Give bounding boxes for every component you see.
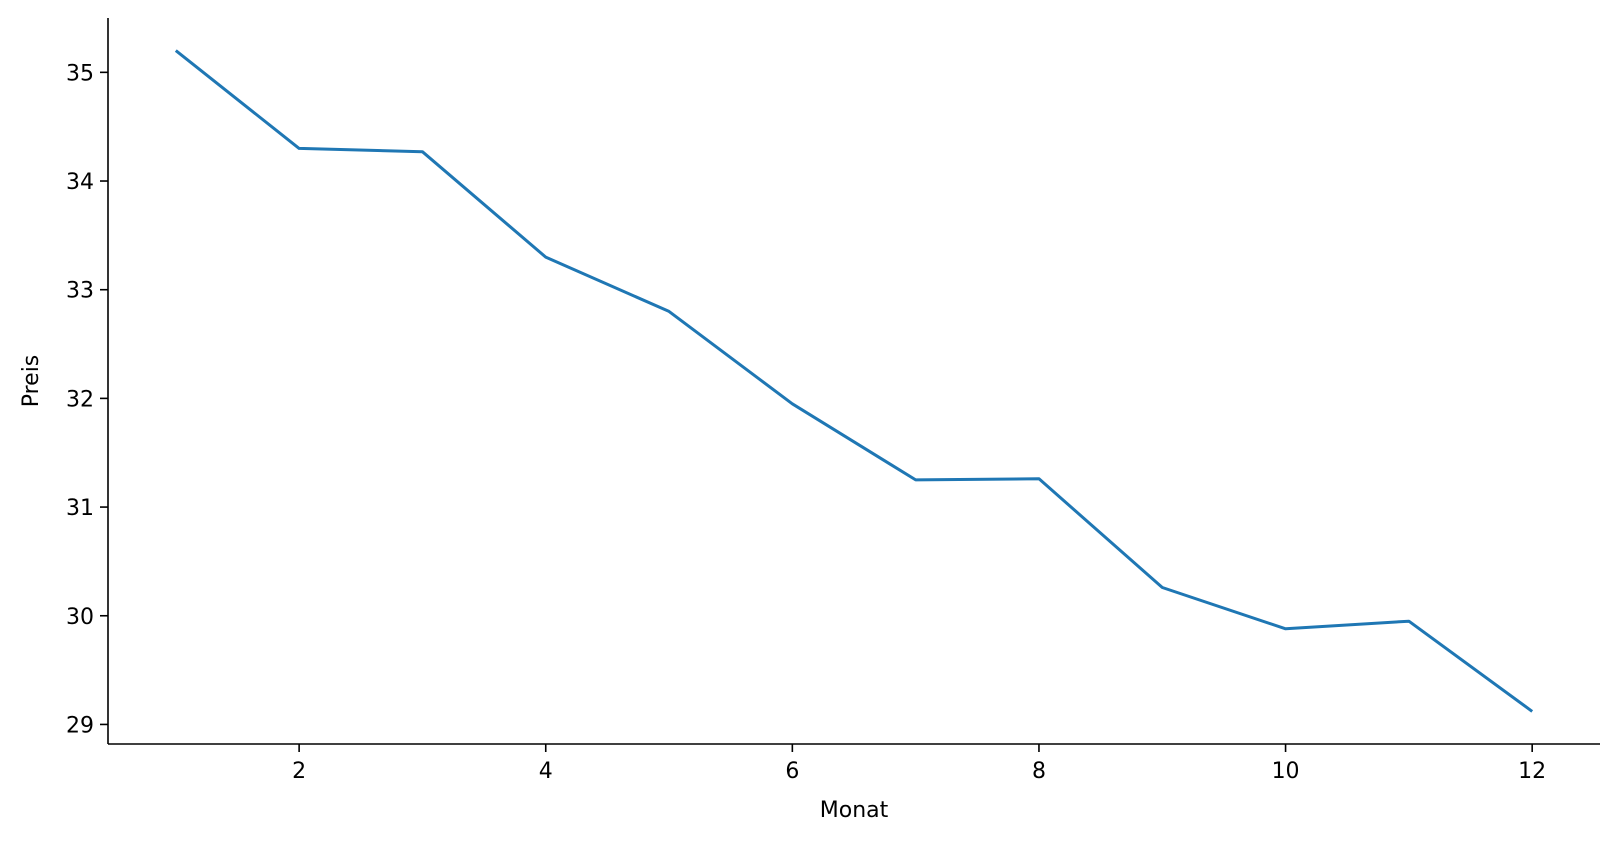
x-tick-label: 10	[1272, 759, 1300, 784]
y-axis-ticks: 29 30 31 32 33 34 35	[66, 61, 108, 738]
x-tick-label: 6	[785, 759, 799, 784]
series-group	[174, 49, 1534, 713]
y-tick-label: 29	[66, 713, 94, 738]
x-tick-label: 2	[292, 759, 306, 784]
x-tick-label: 8	[1032, 759, 1046, 784]
x-tick-label: 12	[1518, 759, 1546, 784]
y-tick-label: 30	[66, 605, 94, 630]
y-tick-label: 34	[66, 170, 94, 195]
x-axis-ticks: 2 4 6 8 10 12	[292, 744, 1546, 784]
x-tick-label: 4	[539, 759, 553, 784]
y-tick-label: 35	[66, 61, 94, 86]
y-axis-label: Preis	[19, 355, 44, 408]
y-tick-label: 31	[66, 496, 94, 521]
series-line	[174, 49, 1534, 713]
y-tick-label: 32	[66, 387, 94, 412]
x-axis-label: Monat	[820, 798, 889, 823]
y-tick-label: 33	[66, 279, 94, 304]
